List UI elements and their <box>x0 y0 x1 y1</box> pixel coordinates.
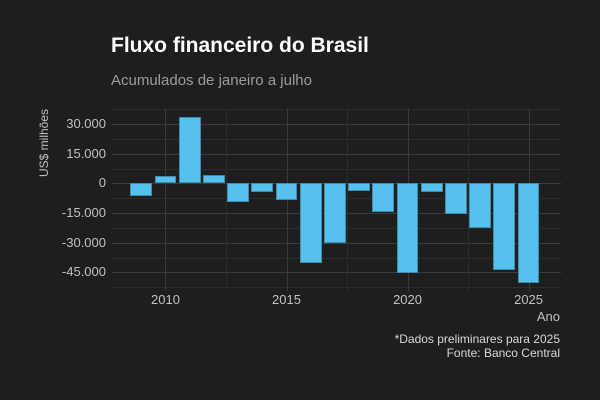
bar-2010 <box>154 176 177 184</box>
chart-title: Fluxo financeiro do Brasil <box>111 34 369 57</box>
x-axis-title: Ano <box>536 309 560 324</box>
x-minor-gridline <box>347 108 349 291</box>
y-minor-gridline <box>112 257 561 259</box>
x-major-gridline <box>165 108 167 291</box>
bar-2025 <box>517 183 540 283</box>
bar-2024 <box>493 183 516 271</box>
y-minor-gridline <box>112 138 561 140</box>
y-major-gridline <box>112 272 561 274</box>
x-tick-label: 2015 <box>272 292 301 307</box>
y-tick-label: -45.000 <box>61 264 106 280</box>
bar-2016 <box>299 183 322 263</box>
caption-source: Fonte: Banco Central <box>446 346 560 360</box>
bar-2014 <box>251 183 274 193</box>
y-tick-label: 15.000 <box>66 145 106 161</box>
bar-2017 <box>324 183 346 244</box>
caption-note: *Dados preliminares para 2025 <box>394 332 560 346</box>
x-minor-gridline <box>226 108 227 291</box>
x-tick-label: 2020 <box>393 292 422 307</box>
bar-2019 <box>372 183 395 213</box>
bar-2015 <box>275 183 298 201</box>
chart-subtitle: Acumulados de janeiro a julho <box>111 72 312 89</box>
y-tick-label: 30.000 <box>66 116 106 132</box>
y-minor-gridline <box>112 287 561 289</box>
bar-2011 <box>178 116 201 184</box>
bar-2021 <box>420 183 443 193</box>
bar-2022 <box>445 183 467 215</box>
x-tick-label: 2025 <box>514 292 544 307</box>
bar-2018 <box>348 183 371 191</box>
y-tick-label: -15.000 <box>61 205 106 221</box>
bar-2020 <box>396 183 419 274</box>
y-major-gridline <box>112 124 561 126</box>
bar-2009 <box>130 183 153 197</box>
bar-2013 <box>227 183 249 202</box>
x-tick-label: 2010 <box>151 292 180 307</box>
plot-panel <box>112 108 561 291</box>
bar-2012 <box>203 174 225 184</box>
y-major-gridline <box>112 153 561 155</box>
y-minor-gridline <box>112 168 561 170</box>
y-minor-gridline <box>112 109 561 111</box>
x-minor-gridline <box>468 108 470 291</box>
y-tick-label: -30.000 <box>61 234 106 250</box>
bar-2023 <box>469 183 492 229</box>
y-tick-label: 0 <box>98 175 106 191</box>
